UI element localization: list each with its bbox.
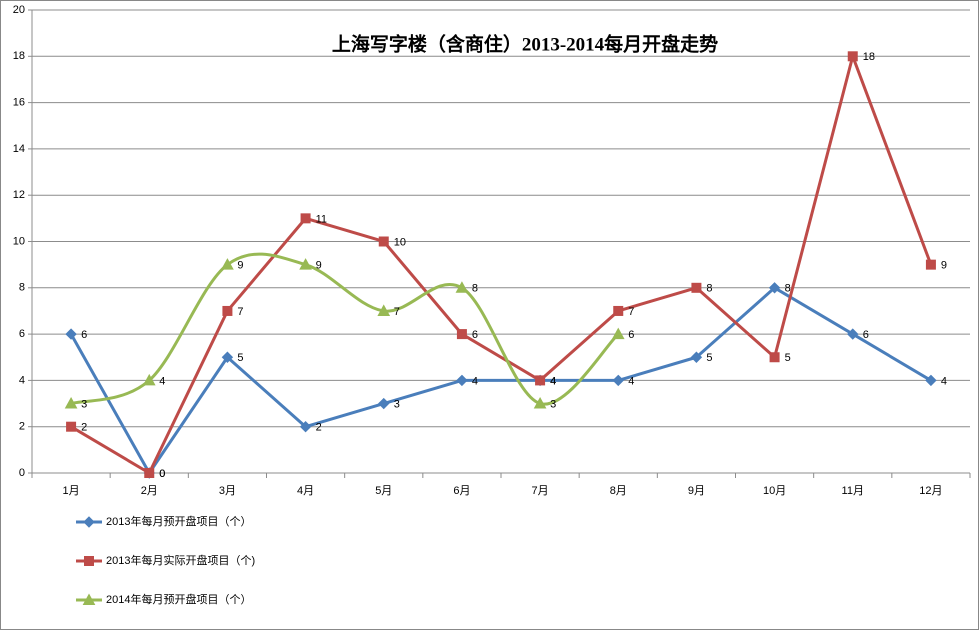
x-tick-label: 8月 xyxy=(610,485,627,497)
data-label: 5 xyxy=(237,352,243,364)
x-tick-label: 9月 xyxy=(688,485,705,497)
chart-title: 上海写字楼（含商住）2013-2014每月开盘走势 xyxy=(332,32,718,55)
data-label: 4 xyxy=(550,375,556,387)
y-tick-label: 12 xyxy=(13,189,25,201)
marker xyxy=(768,282,781,294)
data-label: 7 xyxy=(237,306,243,318)
y-tick-label: 0 xyxy=(19,467,25,479)
y-tick-label: 20 xyxy=(13,4,25,16)
data-label: 2 xyxy=(316,422,322,434)
x-tick-label: 10月 xyxy=(763,485,786,497)
data-label: 5 xyxy=(706,352,712,364)
data-label: 6 xyxy=(863,329,869,341)
x-tick-label: 5月 xyxy=(375,485,392,497)
marker xyxy=(222,305,233,316)
legend-marker xyxy=(82,593,96,605)
data-label: 7 xyxy=(394,306,400,318)
series-line xyxy=(70,54,933,475)
marker xyxy=(144,468,155,478)
data-label: 2 xyxy=(81,422,87,434)
legend-marker xyxy=(84,556,94,566)
data-label: 6 xyxy=(472,329,478,341)
data-label: 9 xyxy=(316,260,322,272)
x-tick-label: 12月 xyxy=(919,485,942,497)
data-label: 4 xyxy=(159,375,165,387)
marker xyxy=(299,420,312,433)
marker xyxy=(377,304,391,316)
data-label: 6 xyxy=(81,329,87,341)
data-label: 8 xyxy=(785,283,791,295)
data-label: 9 xyxy=(237,260,243,272)
data-label: 8 xyxy=(706,283,712,295)
legend-marker xyxy=(83,516,95,528)
y-tick-label: 2 xyxy=(19,421,25,433)
y-tick-label: 8 xyxy=(19,282,25,294)
data-label: 0 xyxy=(159,468,165,480)
marker xyxy=(535,375,546,386)
y-tick-label: 6 xyxy=(19,328,25,340)
marker xyxy=(378,236,389,247)
marker xyxy=(378,397,390,410)
legend-label: 2013年每月实际开盘项目（个) xyxy=(106,553,255,567)
data-label: 18 xyxy=(863,51,875,63)
marker xyxy=(221,351,234,363)
data-label: 4 xyxy=(941,375,947,387)
marker xyxy=(300,213,311,224)
legend-label: 2014年每月预开盘项目（个） xyxy=(106,592,251,606)
marker xyxy=(142,373,156,386)
data-label: 7 xyxy=(628,306,634,318)
marker xyxy=(612,374,624,387)
marker xyxy=(613,305,624,316)
legend-label: 2013年每月预开盘项目（个） xyxy=(106,514,251,528)
y-tick-label: 14 xyxy=(13,143,25,155)
data-label: 5 xyxy=(785,352,791,364)
marker xyxy=(925,259,936,270)
data-label: 3 xyxy=(81,398,87,410)
marker xyxy=(66,421,77,432)
marker xyxy=(65,328,77,340)
y-tick-label: 10 xyxy=(13,235,25,247)
data-label: 3 xyxy=(550,398,556,410)
marker xyxy=(299,258,312,270)
x-tick-label: 2月 xyxy=(141,485,158,497)
x-tick-label: 3月 xyxy=(219,485,236,497)
series-line xyxy=(70,252,620,406)
marker xyxy=(456,374,468,387)
marker xyxy=(64,397,78,409)
marker xyxy=(611,327,625,340)
marker xyxy=(925,374,937,387)
marker xyxy=(847,328,859,340)
marker xyxy=(221,258,234,270)
data-label: 11 xyxy=(316,213,327,225)
marker xyxy=(690,351,703,363)
marker xyxy=(455,281,469,293)
data-label: 4 xyxy=(628,375,634,387)
series-line xyxy=(69,286,932,475)
data-label: 3 xyxy=(394,398,400,410)
data-label: 4 xyxy=(472,375,478,387)
data-label: 4 xyxy=(550,375,556,387)
x-tick-label: 7月 xyxy=(532,485,549,497)
y-tick-label: 4 xyxy=(19,374,25,386)
y-tick-label: 16 xyxy=(13,97,25,109)
data-label: 9 xyxy=(941,260,947,272)
x-tick-label: 11月 xyxy=(842,485,864,497)
y-tick-label: 18 xyxy=(13,50,25,62)
x-tick-label: 4月 xyxy=(297,485,314,497)
x-tick-label: 6月 xyxy=(453,485,470,497)
x-tick-label: 1月 xyxy=(63,485,80,497)
data-label: 6 xyxy=(628,329,634,341)
marker xyxy=(533,397,547,409)
data-label: 10 xyxy=(394,236,406,248)
data-label: 8 xyxy=(472,283,478,295)
marker xyxy=(456,329,467,340)
marker xyxy=(769,352,780,363)
marker xyxy=(847,51,858,62)
marker xyxy=(691,282,702,293)
data-label: 0 xyxy=(159,468,165,480)
